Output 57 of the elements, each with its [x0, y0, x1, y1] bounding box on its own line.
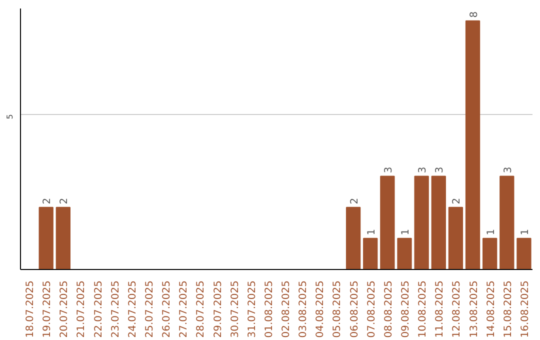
x-tick-label: 02.08.2025: [281, 280, 292, 338]
x-tick-label: 14.08.2025: [486, 280, 497, 338]
data-label: 1: [400, 228, 412, 236]
bar: [500, 176, 514, 270]
x-tick-label: 25.07.2025: [144, 280, 156, 338]
data-label: 3: [383, 166, 394, 174]
data-label: 2: [452, 198, 463, 204]
x-tick-label: 15.08.2025: [502, 280, 514, 338]
data-label: 3: [434, 166, 446, 174]
bar: [346, 206, 361, 270]
data-label: 8: [468, 11, 480, 18]
data-label: 1: [486, 228, 497, 236]
bar: [431, 176, 446, 270]
bar: [448, 206, 464, 270]
x-tick-label: 07.08.2025: [366, 280, 378, 338]
x-tick-label: 06.08.2025: [349, 280, 360, 338]
data-label: 2: [59, 198, 70, 204]
x-tick-label: 24.07.2025: [127, 280, 138, 338]
bar: [414, 176, 429, 270]
bar: [397, 238, 412, 270]
bar: [465, 20, 480, 270]
x-tick-label: 30.07.2025: [230, 280, 241, 338]
x-tick-label: 12.08.2025: [452, 280, 463, 338]
x-tick-label: 22.07.2025: [93, 280, 104, 338]
x-tick-label: 28.07.2025: [196, 280, 207, 338]
x-tick-label: 31.07.2025: [246, 280, 258, 338]
x-tick-label: 03.08.2025: [298, 280, 310, 338]
x-tick-label: 29.07.2025: [212, 280, 224, 338]
bar: [380, 176, 395, 270]
x-tick-label: 08.08.2025: [383, 280, 394, 338]
bar: [38, 206, 54, 270]
x-tick-label: 27.07.2025: [178, 280, 190, 338]
x-tick-label: 18.07.2025: [25, 280, 36, 338]
data-label: 3: [502, 166, 514, 174]
x-tick-label: 21.07.2025: [76, 280, 88, 338]
x-tick-label: 04.08.2025: [315, 280, 326, 338]
y-tick-label: 5: [6, 114, 14, 120]
x-tick-label: 09.08.2025: [400, 280, 412, 338]
x-tick-label: 01.08.2025: [264, 280, 275, 338]
x-tick-label: 19.07.2025: [42, 280, 54, 338]
bar: [56, 206, 70, 270]
x-tick-label: 10.08.2025: [418, 280, 429, 338]
data-label: 2: [42, 198, 54, 204]
x-tick-label: 05.08.2025: [332, 280, 344, 338]
bar: [482, 238, 498, 270]
data-label: 3: [418, 166, 429, 174]
bar: [363, 238, 378, 270]
data-label: 1: [366, 228, 378, 236]
data-label: 2: [349, 198, 360, 204]
x-tick-label: 23.07.2025: [110, 280, 122, 338]
x-tick-label: 16.08.2025: [520, 280, 531, 338]
bar: [516, 238, 532, 270]
x-tick-label: 11.08.2025: [434, 280, 446, 338]
x-tick-label: 26.07.2025: [162, 280, 173, 338]
x-tick-label: 20.07.2025: [59, 280, 70, 338]
data-label: 1: [520, 228, 531, 236]
x-tick-label: 13.08.2025: [468, 280, 480, 338]
